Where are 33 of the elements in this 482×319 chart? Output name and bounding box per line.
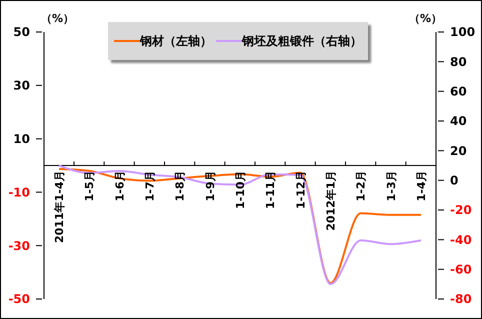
y2-tick-label: 80	[450, 54, 467, 69]
y2-axis-title: （%）	[409, 11, 442, 26]
y-axis-title: （%）	[41, 11, 74, 26]
y-tick-label: 10	[13, 132, 30, 146]
x-tick-label: 1-9月	[204, 170, 217, 202]
y-tick-label: 30	[13, 78, 30, 93]
x-tick-label: 2012年1月	[324, 170, 338, 231]
x-tick-label: 2011年1-4月	[53, 170, 66, 243]
y2-tick-label: 20	[450, 144, 467, 158]
y2-tick-label: -40	[450, 232, 472, 247]
legend-label: 钢材（左轴）	[140, 32, 212, 50]
y2-tick-label: -60	[450, 262, 472, 277]
y2-tick-label: -20	[450, 203, 472, 218]
y2-tick-label: -80	[450, 292, 472, 306]
x-tick-label: 1-6月	[113, 170, 126, 202]
y2-tick-label: 60	[450, 84, 467, 99]
x-tick-label: 1-11月	[264, 170, 278, 210]
y2-tick-label: 100	[450, 25, 476, 40]
x-tick-label: 1-2月	[354, 170, 368, 202]
x-tick-label: 1-8月	[174, 170, 187, 202]
x-tick-label: 1-5月	[83, 170, 96, 202]
y-tick-label: -50	[8, 292, 30, 306]
legend-label: 钢坯及粗锻件（右轴）	[242, 32, 362, 50]
x-tick-label: 1-10月	[234, 170, 247, 210]
x-tick-label: 1-12月	[294, 170, 308, 210]
y-tick-label: -30	[8, 238, 30, 253]
y-tick-label: 50	[13, 25, 30, 40]
y-tick-label: -10	[8, 185, 30, 200]
x-tick-label: 1-7月	[144, 170, 156, 202]
y2-tick-label: 40	[450, 114, 467, 128]
x-tick-label: 1-4月	[415, 170, 428, 202]
y2-tick-label: 0	[450, 174, 458, 188]
x-tick-label: 1-3月	[384, 170, 398, 202]
